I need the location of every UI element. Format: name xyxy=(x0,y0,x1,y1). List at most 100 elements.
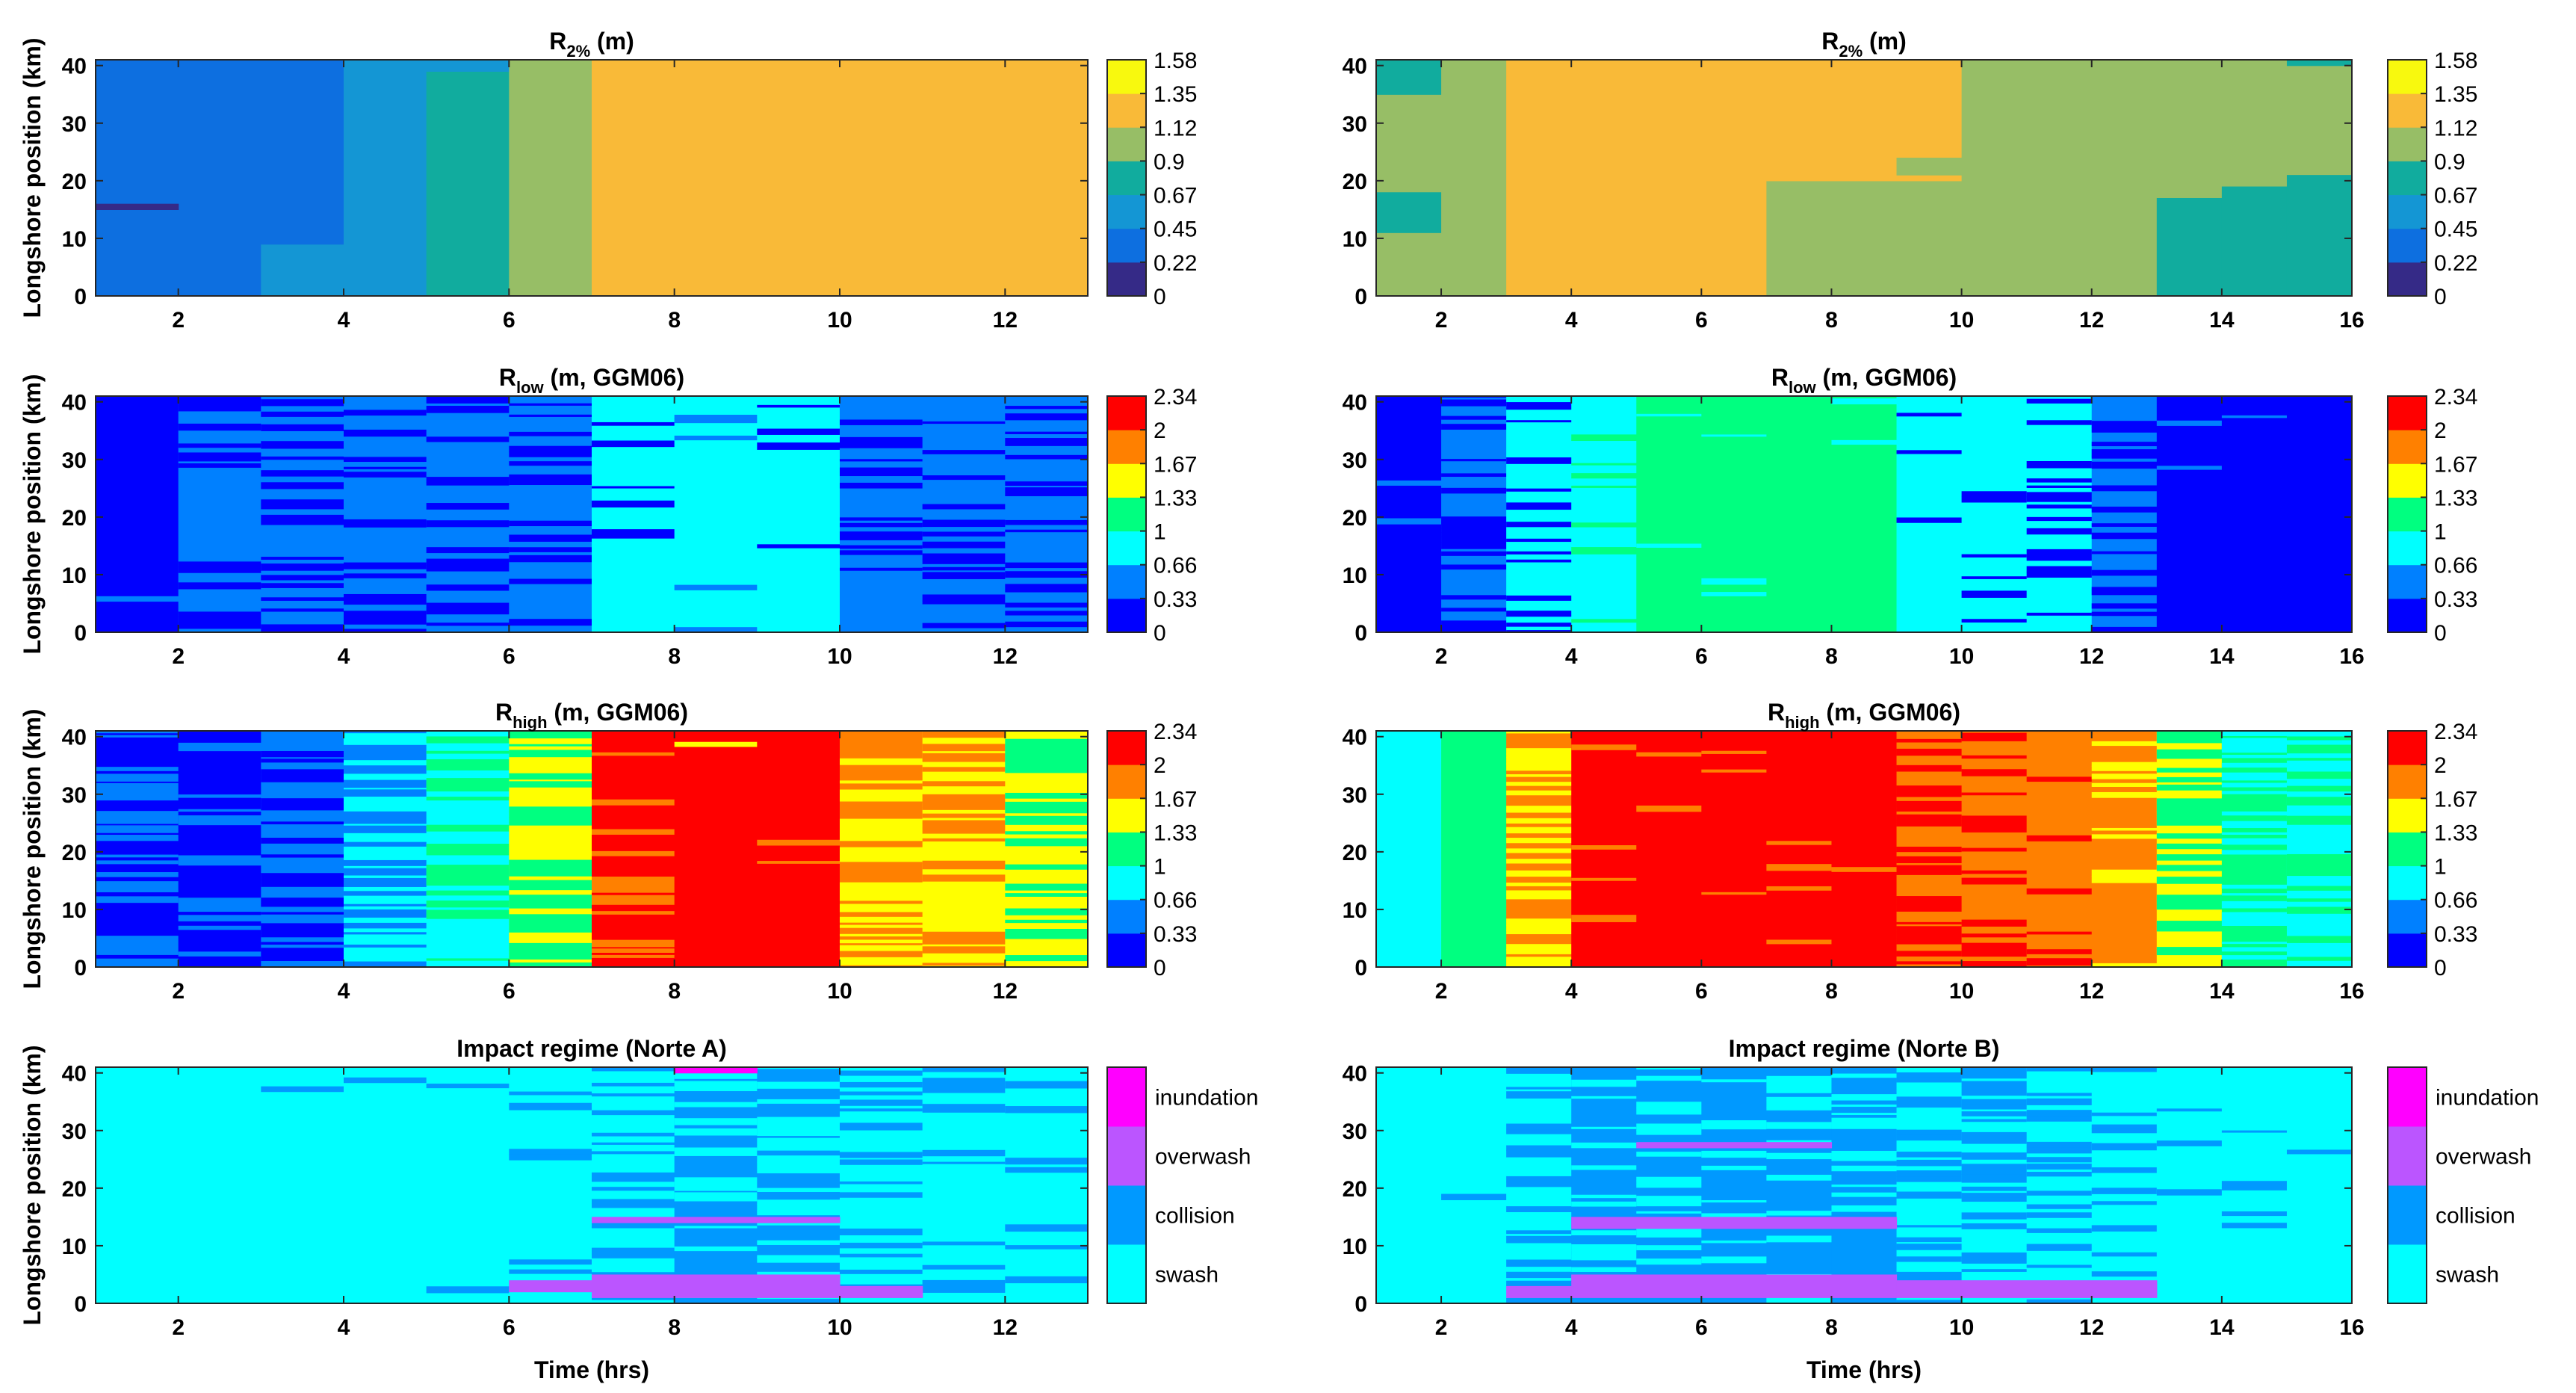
heatmap-cell xyxy=(1005,562,1088,569)
heatmap-cell xyxy=(344,961,427,967)
heatmap-cell xyxy=(1005,806,1088,812)
heatmap-cell xyxy=(922,519,1006,528)
x-tick-label: 6 xyxy=(503,644,515,669)
heatmap-cell xyxy=(1005,840,1088,847)
heatmap-cell xyxy=(1896,1225,1963,1228)
heatmap-cell xyxy=(344,811,427,818)
colorbar: 0 0.33 0.66 1 1.33 1.67 2 2.34 xyxy=(2387,720,2477,980)
heatmap-cell xyxy=(1831,439,1898,445)
heatmap-cell xyxy=(96,872,179,877)
heatmap-cell xyxy=(840,924,923,928)
heatmap-cell xyxy=(1636,1258,1702,1265)
heatmap-cell xyxy=(96,939,179,945)
heatmap-cell xyxy=(178,821,261,826)
colorbar-tick-label: 0 xyxy=(1154,285,1166,309)
colorbar-segment xyxy=(2388,396,2427,430)
heatmap-cell xyxy=(2091,629,2158,632)
heatmap-cell xyxy=(922,396,1006,632)
heatmap-cell xyxy=(1961,1223,2028,1229)
heatmap-cell xyxy=(509,953,592,957)
y-tick-label: 30 xyxy=(1343,1119,1367,1144)
heatmap-cell xyxy=(96,835,179,838)
colorbar-tick-label: 2 xyxy=(1154,753,1166,778)
heatmap-cell xyxy=(1005,928,1088,933)
heatmap-cells xyxy=(96,60,1088,296)
heatmap-cell xyxy=(1766,1075,1833,1083)
heatmap-cell xyxy=(178,443,261,448)
heatmap-cell xyxy=(1961,1193,2028,1198)
heatmap-cell xyxy=(840,1181,923,1184)
x-tick-label: 10 xyxy=(1949,308,1974,333)
heatmap-cell xyxy=(261,929,344,934)
y-tick-label: 20 xyxy=(1343,170,1367,194)
heatmap-cell xyxy=(96,958,179,962)
heatmap-cell xyxy=(922,781,1006,787)
heatmap-cell xyxy=(261,608,344,612)
heatmap-cell xyxy=(1896,846,1963,853)
heatmap-cell xyxy=(1896,1300,1963,1303)
heatmap-cell xyxy=(1005,801,1088,807)
heatmap-cell xyxy=(426,958,510,961)
colorbar-category-label: swash xyxy=(2436,1263,2499,1288)
heatmap-cell xyxy=(757,1210,840,1214)
heatmap-cell xyxy=(1766,1096,1833,1102)
heatmap-cell xyxy=(261,624,344,631)
heatmap-cell xyxy=(1961,1099,2028,1105)
heatmap-cell xyxy=(592,1252,675,1258)
heatmap-cell xyxy=(2026,478,2093,483)
colorbar-tick-label: 0.67 xyxy=(2434,184,2477,209)
heatmap-cell xyxy=(1506,1280,1572,1285)
heatmap-cell xyxy=(1961,1067,2028,1071)
colorbar-tick-label: 0.33 xyxy=(1154,587,1197,612)
heatmap-cell xyxy=(1701,1067,1767,1303)
colorbar: 0 0.33 0.66 1 1.33 1.67 2 2.34 xyxy=(2387,385,2477,646)
heatmap-cell xyxy=(1961,1069,2028,1074)
heatmap-cell xyxy=(2286,820,2352,825)
colorbar-segment xyxy=(1107,598,1146,633)
colorbar: swash collision overwash inundation xyxy=(2387,1066,2539,1304)
heatmap-cell xyxy=(2221,776,2288,781)
heatmap-cell xyxy=(1506,873,1572,877)
heatmap-cell xyxy=(426,60,510,72)
heatmap-cell xyxy=(178,566,261,573)
heatmap-cell xyxy=(96,794,179,801)
heatmap-cell xyxy=(592,731,675,967)
colorbar: 0 0.22 0.45 0.67 0.9 1.12 1.35 1.58 xyxy=(1106,49,1197,309)
colorbar-tick-label: 1.67 xyxy=(1154,452,1197,477)
heatmap-cell xyxy=(261,803,344,811)
heatmap-cell xyxy=(2221,744,2288,751)
heatmap-cell xyxy=(1506,895,1572,900)
heatmap-cell xyxy=(96,767,179,771)
heatmap-cell xyxy=(344,932,427,935)
heatmap-cell xyxy=(840,1108,923,1112)
heatmap-cell xyxy=(261,470,344,477)
heatmap-cell xyxy=(592,850,675,856)
heatmap-cell xyxy=(2156,784,2223,791)
heatmap-cell xyxy=(2286,815,2352,821)
heatmap-cell xyxy=(757,1199,840,1205)
heatmap-cell xyxy=(426,736,510,744)
heatmap-cell xyxy=(1506,827,1572,834)
heatmap-cell xyxy=(2286,175,2352,296)
heatmap-cell xyxy=(261,1086,344,1093)
heatmap-cell xyxy=(1005,1158,1088,1165)
heatmap-cell xyxy=(1961,576,2028,579)
heatmap-cell xyxy=(922,450,1006,454)
heatmap-cell xyxy=(1441,731,1507,967)
colorbar-tick-label: 2 xyxy=(1154,418,1166,443)
heatmap-cell xyxy=(2026,1116,2093,1122)
heatmap-cell xyxy=(840,545,923,549)
heatmap-cell xyxy=(426,824,510,832)
heatmap-cell xyxy=(2221,1211,2288,1217)
colorbar-segment xyxy=(2388,262,2427,297)
x-tick-label: 4 xyxy=(338,979,350,1004)
heatmap-cell xyxy=(1571,463,1637,466)
heatmap-cell xyxy=(178,454,261,462)
heatmap-cell xyxy=(840,531,923,537)
heatmap-cell xyxy=(592,1172,675,1177)
heatmap-cell xyxy=(2026,492,2093,498)
heatmap-cell xyxy=(1766,841,1833,845)
